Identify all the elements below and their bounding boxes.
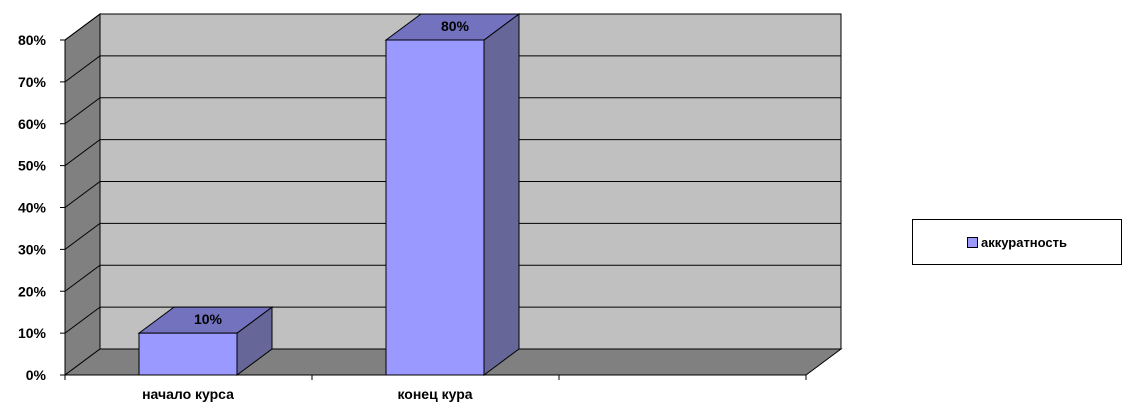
y-tick-label: 70% — [18, 74, 47, 90]
gridline-side — [64, 264, 101, 292]
bar — [138, 332, 238, 376]
legend-swatch — [966, 236, 978, 248]
gridline-side — [64, 222, 101, 250]
y-tick-label: 0% — [26, 367, 47, 383]
legend-label: аккуратность — [980, 234, 1068, 250]
y-tick-label: 60% — [18, 116, 47, 132]
gridline-side — [64, 55, 101, 83]
chart-legend: аккуратность — [912, 219, 1122, 265]
bar — [385, 39, 485, 376]
data-label: 10% — [194, 311, 223, 327]
x-tick-label: конец кура — [397, 386, 472, 402]
y-tick-label: 80% — [18, 32, 47, 48]
y-tick-label: 20% — [18, 283, 47, 299]
bar-side — [483, 13, 520, 376]
x-tick-label: начало курса — [142, 386, 234, 402]
gridline-side — [64, 306, 101, 334]
gridline-side — [64, 181, 101, 208]
y-tick-label: 30% — [18, 241, 47, 257]
gridline-side — [64, 97, 101, 125]
y-tick-label: 40% — [18, 200, 47, 216]
gridline-side — [64, 139, 101, 167]
data-label: 80% — [441, 18, 470, 34]
y-tick-label: 10% — [18, 325, 47, 341]
y-tick-label: 50% — [18, 158, 47, 174]
gridline-side — [64, 13, 101, 41]
